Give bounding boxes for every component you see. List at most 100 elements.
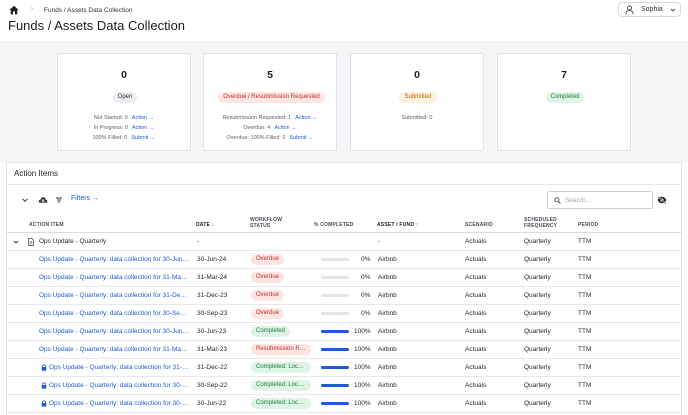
table-row[interactable]: Ops Update - Quarterly: data collection … [7, 359, 681, 377]
column-scheduled-label: SCHEDULED [524, 217, 557, 223]
group-date: - [197, 238, 200, 245]
eye-off-icon[interactable] [657, 196, 667, 204]
summary-card-completed: 7 Completed [497, 53, 631, 151]
row-period: TTM [578, 256, 592, 263]
column-scenario[interactable]: SCENARIO [465, 222, 493, 228]
row-period: TTM [578, 382, 592, 389]
group-scenario: Actuals [465, 238, 487, 245]
row-date: 31-Dec-23 [197, 292, 228, 299]
chevron-down-icon[interactable] [21, 196, 29, 204]
row-period: TTM [578, 310, 592, 317]
group-row[interactable]: Ops Update - Quarterly - - Actuals Quart… [7, 233, 681, 251]
table-row[interactable]: Ops Update - Quarterly: data collection … [7, 341, 681, 359]
chevron-down-icon[interactable] [13, 239, 19, 245]
status-badge: Resubmission Requested [251, 344, 311, 355]
summary-card-submitted: 0 Submitted Submitted: 0 [350, 53, 484, 151]
action-item-link[interactable]: Ops Update - Quarterly: data collection … [39, 256, 189, 263]
breadcrumb[interactable]: Funds / Assets Data Collection [44, 7, 133, 14]
table-row[interactable]: Ops Update - Quarterly: data collection … [7, 305, 681, 323]
row-period: TTM [578, 364, 592, 371]
open-count: 0 [121, 69, 127, 81]
column-action-item[interactable]: ACTION ITEM [29, 222, 64, 228]
chevron-down-icon [670, 8, 676, 12]
status-badge: Overdue [251, 290, 285, 301]
row-frequency: Quarterly [524, 256, 551, 263]
row-asset: Airbnb [378, 346, 397, 353]
overdue-overdue-action-link[interactable]: Action → [274, 125, 297, 131]
percent-completed: 0% [361, 274, 371, 281]
open-filled-submit-link[interactable]: Submit → [131, 135, 156, 141]
row-frequency: Quarterly [524, 310, 551, 317]
overdue-count: 5 [267, 69, 273, 81]
action-item-link[interactable]: Ops Update - Quarterly: data collection … [39, 292, 189, 299]
column-workflow-label: WORKFLOW [250, 217, 283, 223]
status-badge: Completed: Locked [251, 398, 311, 409]
action-item-link[interactable]: Ops Update - Quarterly: data collection … [39, 328, 189, 335]
row-asset: Airbnb [378, 364, 397, 371]
open-not-started-line: Not Started: 0 Action → [58, 115, 190, 121]
row-date: 30-Jun-24 [197, 256, 227, 263]
filters-button[interactable]: Filters → [71, 195, 99, 202]
row-asset: Airbnb [378, 256, 397, 263]
row-asset: Airbnb [378, 310, 397, 317]
overdue-filled-submit-link[interactable]: Submit → [289, 135, 314, 141]
summary-card-overdue: 5 Overdue / Resubmission Requested Resub… [203, 53, 337, 151]
overdue-filled-line: Overdue: 100% Filled: 0 Submit → [204, 135, 336, 141]
status-badge: Overdue [251, 272, 285, 283]
overdue-filled-text: Overdue: 100% Filled: 0 [226, 135, 286, 141]
overdue-resubmission-action-link[interactable]: Action → [295, 115, 318, 121]
action-item-link[interactable]: Ops Update - Quarterly: data collection … [39, 310, 189, 317]
progress-fill [321, 348, 349, 351]
row-asset: Airbnb [378, 382, 397, 389]
row-asset: Airbnb [378, 400, 397, 407]
search-input[interactable] [565, 195, 649, 206]
table-row[interactable]: Ops Update - Quarterly: data collection … [7, 377, 681, 395]
lock-icon [41, 364, 47, 371]
column-completed[interactable]: % COMPLETED [314, 222, 354, 228]
table-row[interactable]: Ops Update - Quarterly: data collection … [7, 269, 681, 287]
completed-badge: Completed [546, 92, 584, 103]
action-item-link[interactable]: Ops Update - Quarterly: data collection … [49, 400, 189, 407]
row-period: TTM [578, 346, 592, 353]
row-frequency: Quarterly [524, 382, 551, 389]
overdue-overdue-line: Overdue: 4 Action → [204, 125, 336, 131]
row-date: 30-Jun-23 [197, 328, 227, 335]
open-not-started-action-link[interactable]: Action → [131, 115, 155, 121]
progress-bar [321, 330, 349, 333]
row-period: TTM [578, 274, 592, 281]
column-asset-fund[interactable]: ASSET / FUND ↑ [377, 222, 419, 228]
action-items-panel: Action Items Filters → ACTION ITEM DATE … [6, 162, 682, 415]
row-period: TTM [578, 328, 592, 335]
row-scenario: Actuals [465, 310, 487, 317]
row-scenario: Actuals [465, 292, 487, 299]
row-scenario: Actuals [465, 364, 487, 371]
row-frequency: Quarterly [524, 274, 551, 281]
action-item-link[interactable]: Ops Update - Quarterly: data collection … [49, 364, 189, 371]
home-icon[interactable] [9, 5, 19, 15]
table-row[interactable]: Ops Update - Quarterly: data collection … [7, 395, 681, 413]
column-date[interactable]: DATE ↓ [196, 222, 215, 228]
action-item-link[interactable]: Ops Update - Quarterly: data collection … [39, 346, 189, 353]
action-item-link[interactable]: Ops Update - Quarterly: data collection … [49, 382, 189, 389]
filter-icon[interactable] [55, 196, 63, 204]
table-row[interactable]: Ops Update - Quarterly: data collection … [7, 323, 681, 341]
action-item-link[interactable]: Ops Update - Quarterly: data collection … [39, 274, 189, 281]
open-in-progress-action-link[interactable]: Action → [131, 125, 155, 131]
download-icon[interactable] [38, 196, 48, 204]
table-row[interactable]: Ops Update - Quarterly: data collection … [7, 251, 681, 269]
progress-bar [321, 312, 349, 315]
column-workflow-status[interactable]: WORKFLOW STATUS [250, 217, 282, 229]
column-period[interactable]: PERIOD [578, 222, 599, 228]
top-bar: › Funds / Assets Data Collection Funds /… [0, 0, 688, 42]
submitted-count: 0 [414, 69, 420, 81]
row-date: 30-Sep-22 [197, 382, 228, 389]
row-scenario: Actuals [465, 346, 487, 353]
table-row[interactable]: Ops Update - Quarterly: data collection … [7, 287, 681, 305]
user-menu-button[interactable]: Sophia [618, 2, 681, 17]
group-frequency: Quarterly [524, 238, 551, 245]
row-date: 31-Mar-23 [197, 346, 227, 353]
row-period: TTM [578, 292, 592, 299]
percent-completed: 100% [354, 382, 371, 389]
group-name: Ops Update - Quarterly [39, 238, 107, 245]
column-frequency[interactable]: SCHEDULED FREQUENCY [524, 217, 557, 229]
